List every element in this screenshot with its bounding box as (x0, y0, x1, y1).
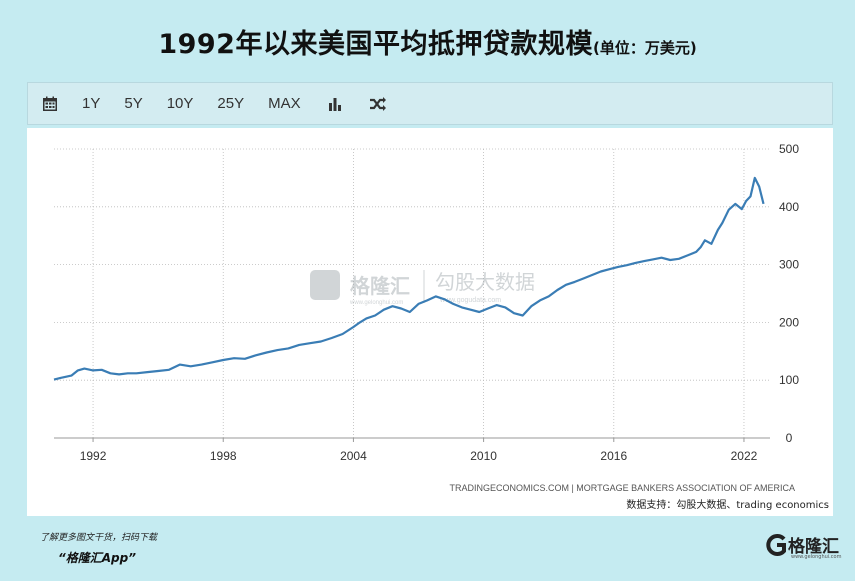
chart-title: 1992年以来美国平均抵押贷款规模(单位：万美元) (0, 22, 855, 61)
chart-area: 格隆汇 www.gelonghui.com 勾股大数据 www.gogudata… (27, 128, 833, 498)
promo-line1: 了解更多图文干货，扫码下载 (40, 530, 157, 543)
x-tick-label: 1998 (210, 449, 237, 463)
watermark-brand2: 勾股大数据 (435, 271, 535, 294)
x-tick-label: 2022 (731, 449, 758, 463)
watermark: 格隆汇 www.gelonghui.com 勾股大数据 www.gogudata… (310, 270, 535, 306)
shuffle-icon[interactable] (369, 96, 387, 112)
x-tick-label: 1992 (80, 449, 107, 463)
y-tick-label: 200 (779, 315, 799, 329)
chart-title-main: 1992年以来美国平均抵押贷款规模 (158, 29, 593, 60)
data-support-text: 数据支持：勾股大数据、trading economics (626, 500, 829, 511)
chart-title-unit: (单位：万美元) (593, 39, 697, 57)
range-1y-button[interactable]: 1Y (82, 95, 100, 112)
gelonghui-watermark-icon (310, 270, 340, 300)
range-5y-button[interactable]: 5Y (124, 95, 142, 112)
range-max-button[interactable]: MAX (268, 95, 301, 112)
logo-sub: www.gelonghui.com (791, 554, 841, 560)
x-tick-label: 2016 (600, 449, 627, 463)
gelonghui-logo-icon (765, 534, 787, 556)
watermark-brand1: 格隆汇 (350, 274, 410, 298)
calendar-icon[interactable] (40, 96, 60, 112)
y-tick-label: 300 (779, 258, 799, 272)
y-tick-label: 0 (786, 431, 793, 445)
source-line: TRADINGECONOMICS.COM | MORTGAGE BANKERS … (449, 483, 795, 493)
promo-line2: “格隆汇App” (58, 549, 136, 566)
watermark-brand1-url: www.gelonghui.com (349, 300, 403, 306)
range-10y-button[interactable]: 10Y (167, 95, 194, 112)
y-tick-label: 100 (779, 373, 799, 387)
gelonghui-logo: 格隆汇 www.gelonghui.com (765, 528, 845, 568)
range-25y-button[interactable]: 25Y (217, 95, 244, 112)
x-tick-label: 2004 (340, 449, 367, 463)
line-chart: 格隆汇 www.gelonghui.com 勾股大数据 www.gogudata… (27, 128, 833, 498)
x-tick-label: 2010 (470, 449, 497, 463)
chart-toolbar: 1Y 5Y 10Y 25Y MAX (27, 82, 833, 125)
y-tick-label: 400 (779, 200, 799, 214)
data-support-bar: 数据支持：勾股大数据、trading economics (27, 498, 833, 516)
bar-chart-icon[interactable] (327, 96, 343, 112)
y-tick-label: 500 (779, 142, 799, 156)
